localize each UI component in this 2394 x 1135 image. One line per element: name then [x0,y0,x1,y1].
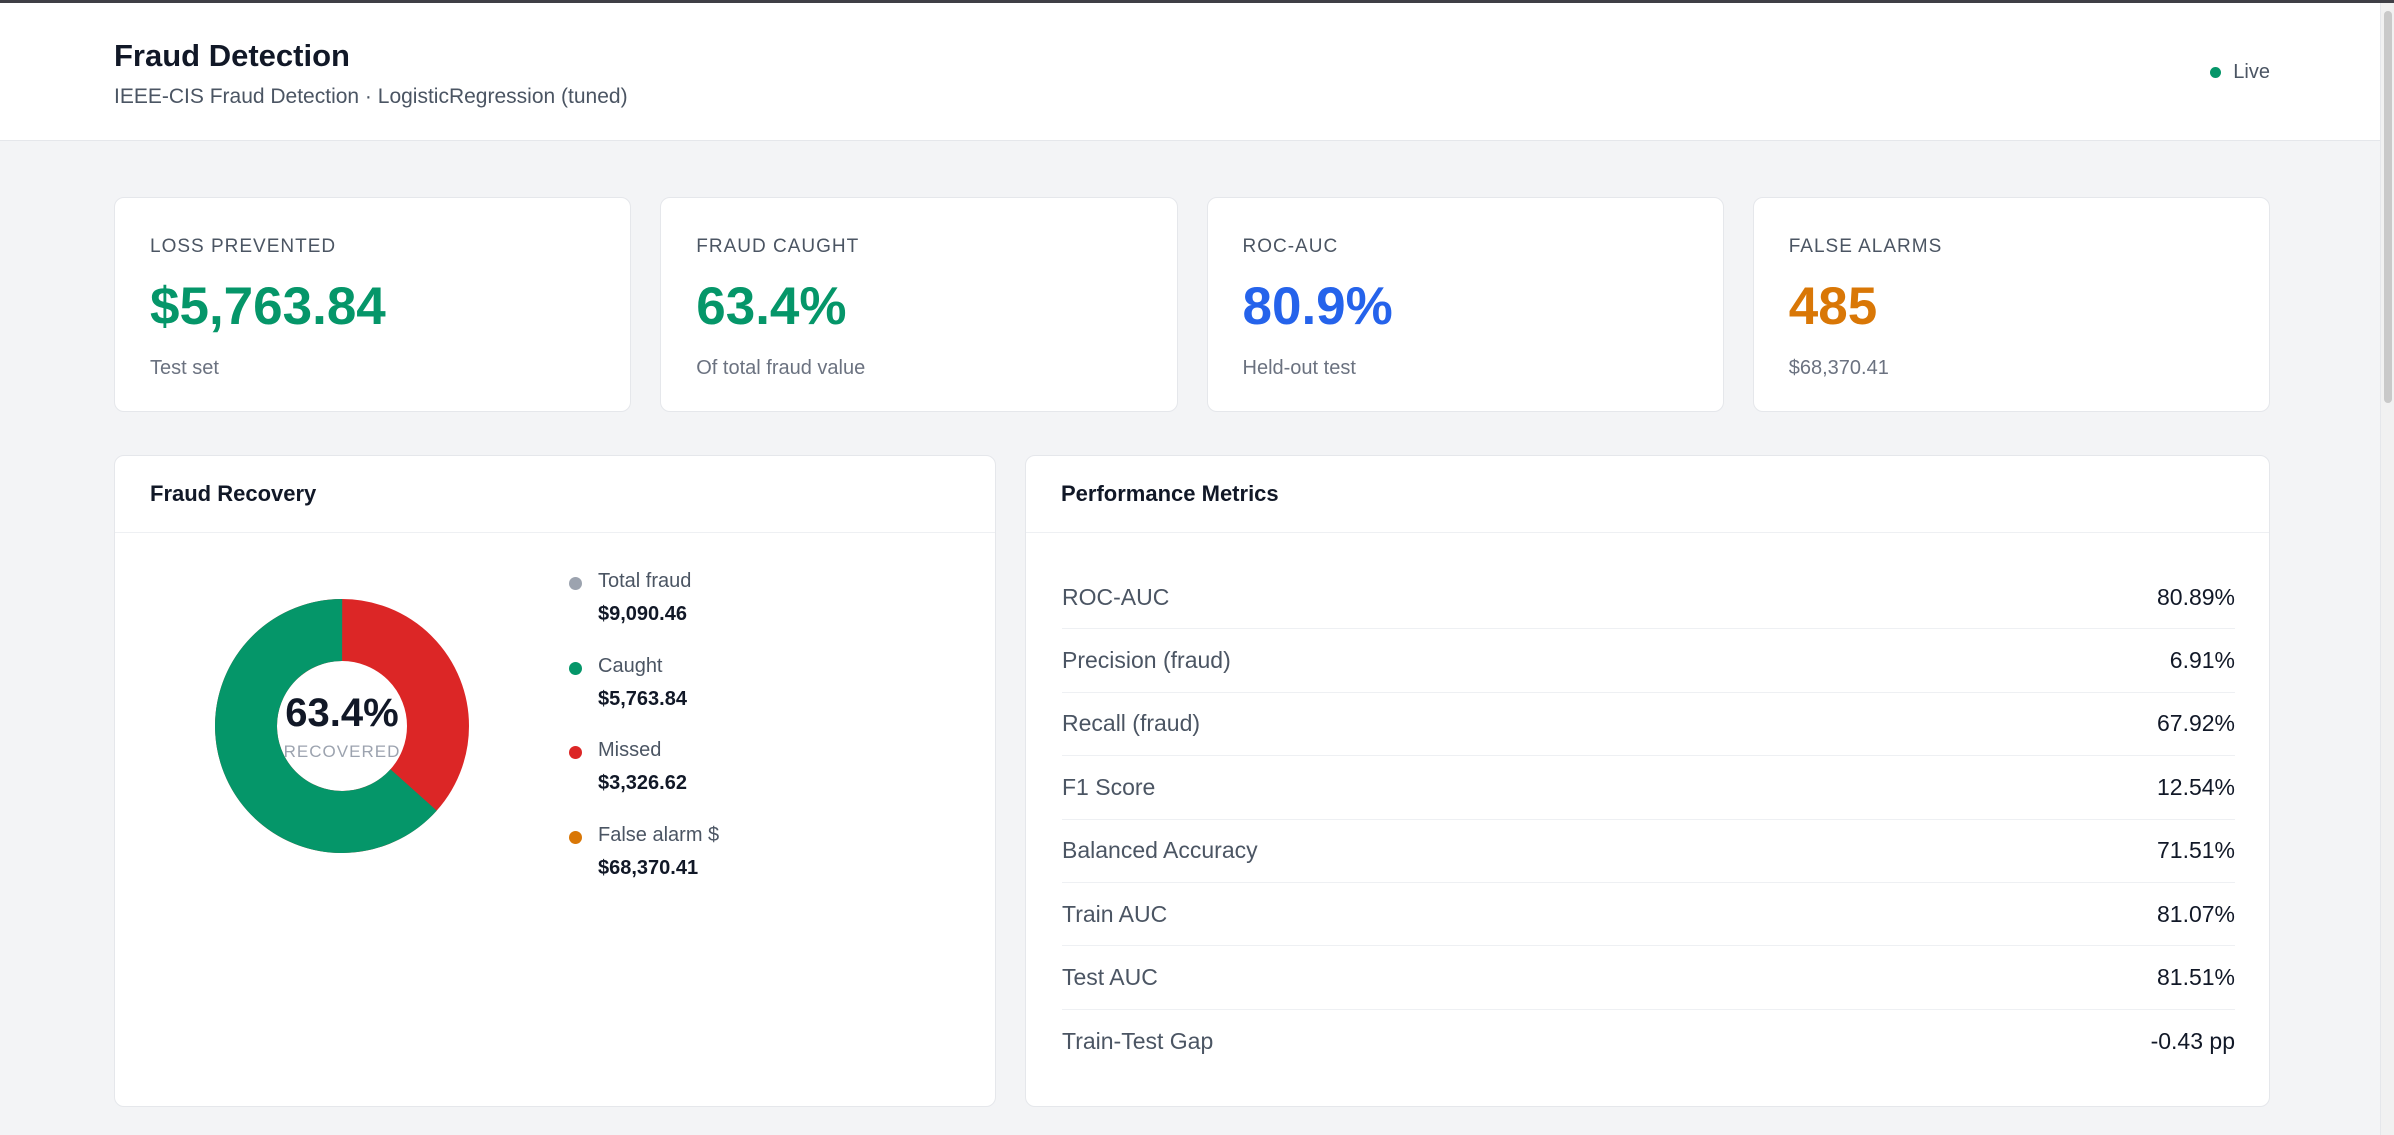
live-dot-icon [2210,67,2222,78]
metric-name: Train-Test Gap [1062,1027,1214,1054]
metric-value: 71.51% [2156,837,2235,864]
legend-value: $3,326.62 [598,772,687,794]
kpi-subtext: Held-out test [1242,357,1356,379]
app-header: Fraud Detection IEEE-CIS Fraud Detection… [0,3,2380,141]
kpi-card-fraud-caught: FRAUD CAUGHT 63.4% Of total fraud value [660,197,1178,412]
kpi-row: LOSS PREVENTED $5,763.84 Test set FRAUD … [114,197,2270,412]
kpi-label: FRAUD CAUGHT [696,236,860,257]
metrics-list: ROC-AUC 80.89% Precision (fraud) 6.91% R… [1062,566,2235,1073]
legend-dot-icon [569,746,582,759]
kpi-label: LOSS PREVENTED [150,236,337,257]
legend-item-caught: Caught $5,763.84 [569,655,719,740]
kpi-value: 63.4% [696,277,847,336]
kpi-label: FALSE ALARMS [1788,236,1943,257]
metric-row: Balanced Accuracy 71.51% [1062,820,2235,883]
metric-name: Precision (fraud) [1062,647,1231,674]
panel-header: Fraud Recovery [115,456,995,533]
metric-value: -0.43 pp [2150,1027,2235,1054]
recovery-legend: Total fraud $9,090.46 Caught $5,763.84 M… [569,570,719,908]
legend-item-total-fraud: Total fraud $9,090.46 [569,570,719,655]
donut-center-value: 63.4% [285,690,399,735]
legend-dot-icon [569,830,582,844]
metric-value: 12.54% [2156,773,2235,800]
donut-center: 63.4% RECOVERED [215,599,469,853]
page-title: Fraud Detection [114,38,350,73]
legend-dot-icon [569,661,582,675]
vertical-scrollbar[interactable] [2380,3,2394,1135]
metric-name: Test AUC [1062,964,1158,991]
live-status-label: Live [2233,61,2270,83]
legend-dot-icon [569,577,582,590]
legend-label: False alarm $ [598,823,720,846]
legend-label: Total fraud [598,570,692,592]
metric-value: 81.51% [2156,964,2235,991]
metric-name: Train AUC [1062,900,1168,927]
metric-row: ROC-AUC 80.89% [1062,566,2235,630]
kpi-card-false-alarms: FALSE ALARMS 485 $68,370.41 [1752,197,2270,412]
metric-value: 81.07% [2156,900,2235,927]
kpi-label: ROC-AUC [1242,236,1339,257]
panel-title: Performance Metrics [1061,481,1279,506]
metric-value: 6.91% [2169,647,2235,674]
kpi-subtext: Test set [150,357,219,379]
scrollbar-thumb[interactable] [2384,11,2392,403]
legend-value: $68,370.41 [598,856,699,879]
legend-label: Caught [598,654,663,677]
donut-center-caption: RECOVERED [283,741,401,761]
performance-metrics-panel: Performance Metrics ROC-AUC 80.89% Preci… [1025,455,2270,1107]
metric-name: F1 Score [1062,773,1156,800]
donut-svg [215,599,469,853]
legend-item-false-alarm: False alarm $ $68,370.41 [569,824,719,909]
metric-value: 67.92% [2156,710,2235,737]
metric-row: Test AUC 81.51% [1062,946,2235,1010]
recovery-donut-chart: 63.4% RECOVERED [215,599,469,853]
metric-name: ROC-AUC [1062,583,1170,610]
metric-row: Recall (fraud) 67.92% [1062,693,2235,757]
fraud-recovery-panel: Fraud Recovery 63.4% RECOVERED Total fra… [114,455,996,1107]
legend-label: Missed [598,739,662,761]
legend-value: $9,090.46 [598,603,687,625]
panel-title: Fraud Recovery [150,481,317,506]
kpi-card-loss-prevented: LOSS PREVENTED $5,763.84 Test set [114,197,632,412]
kpi-value: 80.9% [1242,277,1393,336]
legend-item-missed: Missed $3,326.62 [569,739,719,824]
live-status: Live [2210,61,2270,84]
kpi-card-roc-auc: ROC-AUC 80.9% Held-out test [1206,197,1724,412]
metric-value: 80.89% [2156,583,2235,610]
metric-name: Recall (fraud) [1062,710,1201,737]
metric-row: Train AUC 81.07% [1062,883,2235,947]
kpi-subtext: Of total fraud value [696,357,866,379]
metric-row: Train-Test Gap -0.43 pp [1062,1010,2235,1073]
page-subtitle: IEEE-CIS Fraud Detection · LogisticRegre… [114,85,628,108]
legend-value: $5,763.84 [598,687,687,710]
metric-row: Precision (fraud) 6.91% [1062,629,2235,693]
metric-row: F1 Score 12.54% [1062,756,2235,820]
kpi-value: 485 [1788,277,1878,336]
panel-header: Performance Metrics [1026,456,2269,533]
metric-name: Balanced Accuracy [1062,837,1258,864]
window-top-border [0,0,2394,3]
kpi-value: $5,763.84 [150,277,386,336]
kpi-subtext: $68,370.41 [1788,357,1889,379]
